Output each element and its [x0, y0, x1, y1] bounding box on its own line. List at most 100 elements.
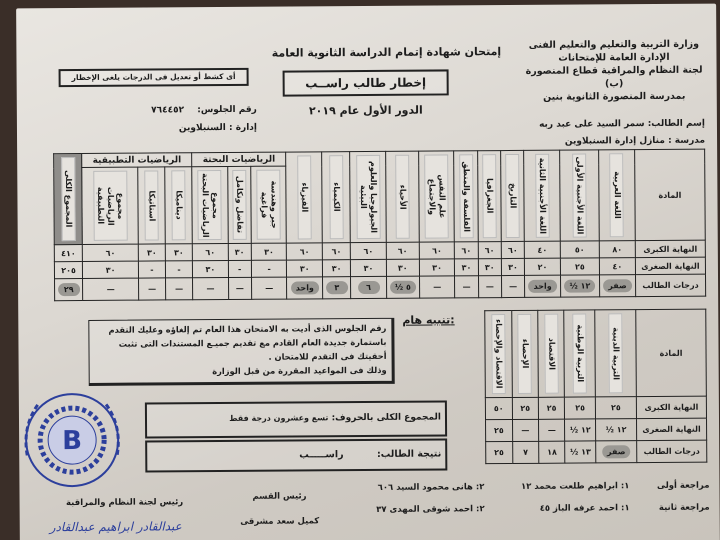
max-row: النهاية الكبرى ٢٥ ٢٥ ٢٥ ٢٥ ٥٠: [485, 396, 707, 420]
score-value: واحد: [528, 279, 557, 293]
subject-name: الجيولوجيا والعلوم البيئية: [355, 154, 381, 240]
score-value: —: [148, 284, 157, 294]
exam-title: إمتحان شهادة إتمام الدراسة الثانوية العا…: [271, 45, 502, 60]
max-cell: ٤١٠: [54, 244, 83, 262]
group-header-pure: الرياضيات البحتة: [191, 152, 287, 167]
max-value: ٢٥: [520, 403, 531, 413]
max-cell: ٢٥: [511, 397, 539, 420]
score-cell: صفر: [595, 440, 637, 463]
min-value: ١٢ ½: [569, 425, 591, 435]
subject-name: الفلسفة والمنطق: [458, 154, 474, 239]
score-value: صفر: [603, 279, 632, 293]
subject-header-cell: الكيمياء: [321, 151, 351, 243]
min-value: ٣٠: [461, 262, 472, 272]
min-cell: —: [512, 419, 539, 442]
score-value: ١٢ ½: [564, 279, 596, 293]
subject-header-cell: التربية الوطنية: [564, 309, 596, 398]
score-value: ٣: [325, 281, 348, 295]
max-value: ٥٠: [574, 244, 585, 255]
student-name-label: إسم الطالب:: [647, 118, 705, 130]
dept-head-name: كميل سعد مشرقى: [240, 516, 320, 527]
subject-header-cell: مجموع الرياضيات البحتة: [191, 166, 228, 244]
student-name: سمر السيد على عبد ربه: [539, 119, 645, 130]
min-cell: ٤٠: [599, 257, 636, 275]
subject-name: الفيزياء: [296, 155, 312, 240]
session: الدور الأول عام ٢٠١٩: [308, 103, 423, 118]
max-cell: ٢٥: [564, 396, 596, 420]
max-value: ٦٠: [397, 246, 408, 256]
score-value: واحد: [290, 281, 319, 295]
subject-header-cell: الفلسفة والمنطق: [454, 150, 478, 242]
score-cell: ٣: [322, 276, 351, 299]
subject-header-cell: اللغة الأجنبية الأولى: [559, 149, 600, 242]
min-cell: ١٢ ½: [595, 418, 637, 441]
min-value: ٣٠: [363, 263, 374, 273]
min-row-label: النهاية الصغرى: [635, 257, 706, 275]
score-cell: ٥ ½: [386, 276, 420, 299]
group-header-applied: الرياضيات التطبيقية: [81, 152, 192, 168]
max-value: ٦٠: [432, 245, 442, 256]
max-value: ٦٠: [363, 246, 374, 256]
seat-number: ٧٦٤٤٥٢: [151, 105, 185, 116]
min-value: ١٢ ½: [605, 425, 627, 435]
min-value: -: [177, 264, 181, 274]
score-value: ٥ ½: [389, 280, 416, 294]
min-value: -: [238, 264, 242, 274]
score-cell: ٧: [512, 441, 539, 464]
result-label: نتيجة الطالب:: [376, 448, 442, 460]
total-words: تسع وعشرون درجة فقط: [229, 413, 329, 423]
score-cell: —: [192, 277, 229, 300]
min-value: ٣٠: [397, 263, 408, 273]
admin-name: السنبلاوين: [178, 122, 226, 134]
min-row-label: النهاية الصغرى: [636, 418, 707, 441]
admin-label: إدارة :: [228, 122, 257, 133]
subject-header-cell: جبر وهندسة فراغية: [250, 166, 287, 244]
max-cell: ٢٥: [595, 396, 637, 419]
subject-header-cell: ديناميكا: [164, 166, 193, 244]
subject-header-cell: الإحصاء: [511, 310, 539, 398]
ministry-header: وزارة التربية والتعليم والتعليم الفنى ال…: [516, 38, 711, 104]
score-value: —: [175, 284, 184, 294]
subject-header-cell: المجموع الكلى: [53, 153, 83, 245]
ministry-line: بمدرسة المنصورة الثانوية بنين: [543, 90, 686, 103]
min-cell: —: [538, 419, 566, 442]
subject-name: الإحصاء: [517, 313, 533, 394]
max-value: ٢٥: [610, 403, 621, 413]
max-value: ٥٠: [493, 404, 504, 414]
subject-name: اللغة الأجنبية الثانية: [534, 153, 550, 238]
min-value: ٣٠: [432, 262, 442, 273]
subject-header-cell: مجموع الرياضيات التطبيقية: [82, 167, 139, 245]
min-cell: ٢٥: [560, 257, 600, 276]
score-value: —: [462, 282, 471, 292]
min-cell: ٢٥: [485, 419, 513, 442]
result-value: راســـــب: [299, 449, 344, 461]
score-value: صفر: [601, 445, 631, 459]
score-value: —: [206, 284, 215, 294]
subject-name: تفاضل وتكامل: [232, 169, 247, 240]
subject-name: ديناميكا: [171, 170, 186, 241]
min-cell: ٢٠: [524, 258, 561, 276]
max-value: ٢٥: [575, 403, 586, 413]
score-cell: ٢٩: [54, 278, 83, 301]
max-value: ٣٠: [173, 247, 184, 257]
max-cell: ٦٠: [286, 242, 323, 261]
min-cell: ٣٠: [350, 259, 387, 277]
important-notice-box: رقم الجلوس الذى أديت به الامتحان هذا الع…: [88, 317, 395, 386]
score-value: —: [106, 284, 115, 294]
subject-header-cell: الجيولوجيا والعلوم البيئية: [349, 151, 387, 243]
score-cell: ٢٥: [485, 441, 513, 464]
student-info: إسم الطالب: سمر السيد على عبد ربه مدرسة …: [497, 116, 705, 151]
max-value: ٣٠: [234, 247, 245, 257]
ministry-line: وزارة التربية والتعليم والتعليم الفنى: [528, 38, 700, 51]
subject-header-cell: الاقتصاد: [537, 310, 565, 398]
max-cell: ٦٠: [350, 242, 387, 260]
min-value: ٣٠: [105, 265, 116, 275]
subject-header-cell: تفاضل وتكامل: [227, 166, 252, 244]
grades-table: المادة اللغة العربية اللغة الأجنبية الأولى…: [53, 149, 706, 302]
subject-name: جبر وهندسة فراغية: [256, 169, 281, 240]
min-cell: ٣٠: [419, 258, 455, 277]
subject-header-cell: اللغة الأجنبية الثانية: [523, 150, 561, 242]
subject-header-cell: علم النفس والاجتماع: [418, 150, 455, 243]
svg-text:B: B: [62, 426, 82, 456]
max-cell: ٦٠: [477, 241, 502, 259]
